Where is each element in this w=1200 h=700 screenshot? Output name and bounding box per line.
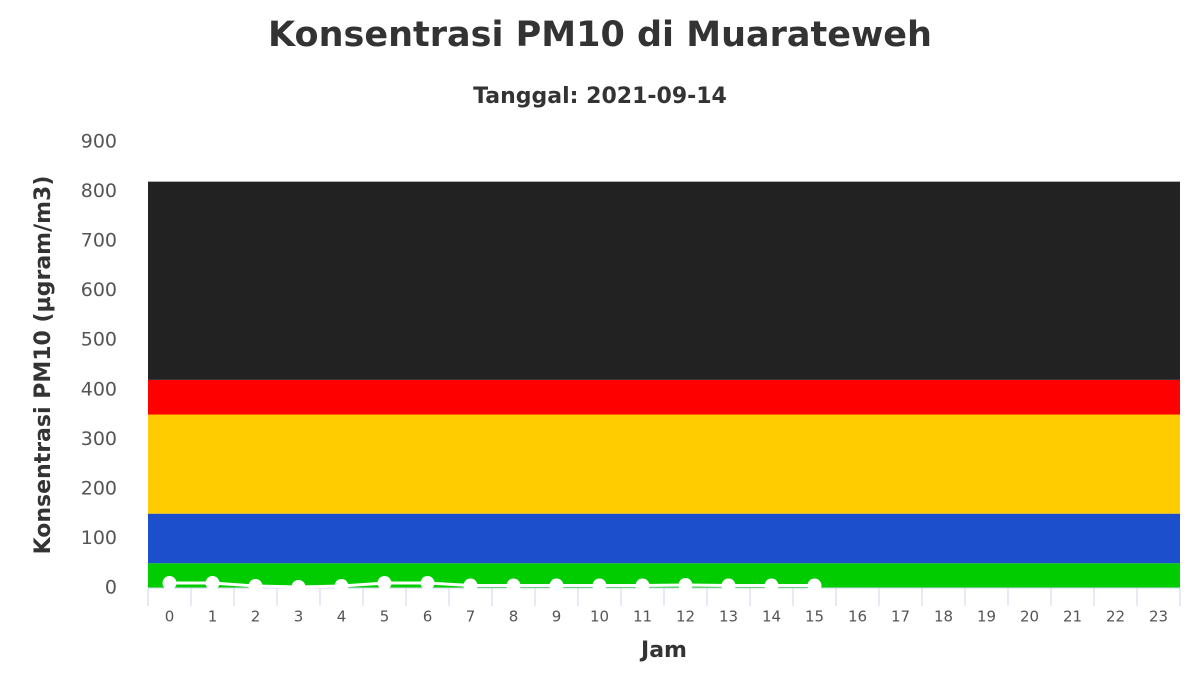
y-tick-label: 200 <box>81 477 117 499</box>
chart-title: Konsentrasi PM10 di Muarateweh <box>268 15 932 55</box>
x-tick-label: 0 <box>165 608 175 626</box>
data-point <box>162 576 177 591</box>
x-tick-label: 19 <box>977 608 996 626</box>
x-tick-label: 9 <box>552 608 562 626</box>
y-tick-label: 900 <box>81 131 117 153</box>
data-point <box>334 579 349 594</box>
x-tick-label: 22 <box>1106 608 1125 626</box>
y-tick-label: 500 <box>81 329 117 351</box>
x-tick-label: 14 <box>762 608 781 626</box>
data-point <box>807 578 822 593</box>
data-point <box>248 579 263 594</box>
y-tick-label: 400 <box>81 378 117 400</box>
x-tick-label: 4 <box>337 608 347 626</box>
data-point <box>764 578 779 593</box>
data-point <box>463 578 478 593</box>
chart-subtitle: Tanggal: 2021-09-14 <box>473 84 727 109</box>
data-point <box>377 576 392 591</box>
data-point <box>721 578 736 593</box>
x-tick-label: 20 <box>1020 608 1039 626</box>
x-tick-label: 2 <box>251 608 261 626</box>
data-point <box>678 578 693 593</box>
data-point <box>420 576 435 591</box>
data-point <box>549 578 564 593</box>
plot-band <box>148 414 1180 514</box>
x-tick-label: 13 <box>719 608 738 626</box>
x-tick-label: 17 <box>891 608 910 626</box>
y-tick-label: 800 <box>81 180 117 202</box>
data-point <box>205 576 220 591</box>
x-tick-label: 7 <box>466 608 476 626</box>
data-point <box>635 578 650 593</box>
y-tick-label: 300 <box>81 428 117 450</box>
x-tick-label: 5 <box>380 608 390 626</box>
plot-band <box>148 513 1180 564</box>
data-point <box>592 578 607 593</box>
x-axis-label: Jam <box>639 638 687 663</box>
x-tick-label: 16 <box>848 608 867 626</box>
y-tick-label: 100 <box>81 527 117 549</box>
x-tick-label: 11 <box>633 608 652 626</box>
plot-band <box>148 379 1180 415</box>
x-tick-label: 21 <box>1063 608 1082 626</box>
y-tick-label: 700 <box>81 230 117 252</box>
y-tick-label: 600 <box>81 279 117 301</box>
x-tick-label: 23 <box>1149 608 1168 626</box>
data-point <box>506 578 521 593</box>
x-tick-label: 15 <box>805 608 824 626</box>
y-axis-label: Konsentrasi PM10 (µgram/m3) <box>31 176 56 555</box>
x-tick-label: 12 <box>676 608 695 626</box>
plot-band <box>148 181 1180 380</box>
data-point <box>291 580 306 595</box>
x-tick-label: 18 <box>934 608 953 626</box>
x-tick-label: 1 <box>208 608 218 626</box>
x-tick-label: 8 <box>509 608 519 626</box>
x-tick-label: 3 <box>294 608 304 626</box>
series-line <box>169 581 815 589</box>
x-tick-label: 10 <box>590 608 609 626</box>
x-tick-label: 6 <box>423 608 433 626</box>
y-tick-label: 0 <box>105 577 117 599</box>
